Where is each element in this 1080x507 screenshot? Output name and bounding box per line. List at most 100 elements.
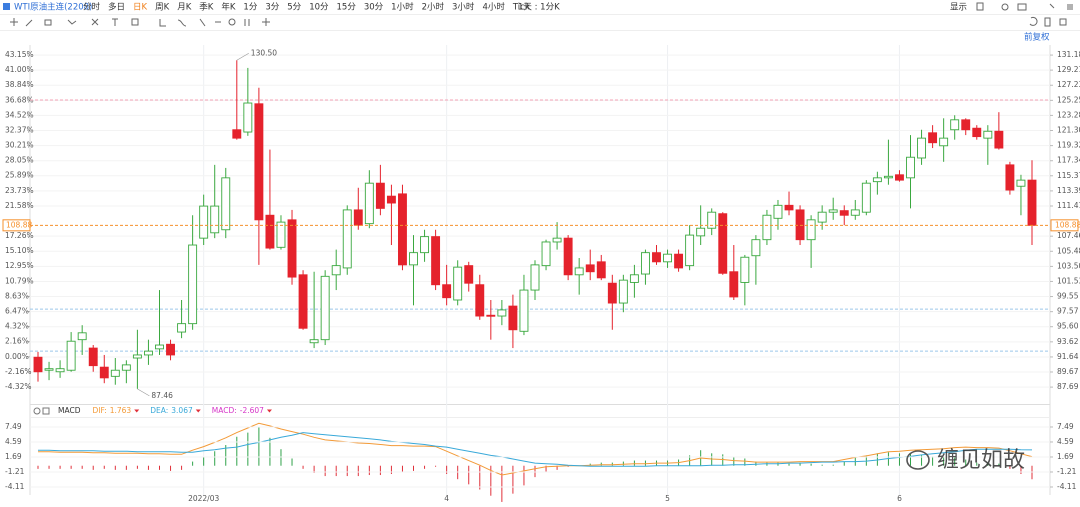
current-price-box bbox=[1050, 219, 1079, 232]
y-tick-label: 131.18 bbox=[1057, 50, 1080, 59]
candle-body bbox=[243, 102, 253, 133]
candle-body bbox=[762, 214, 772, 241]
y-tick-label: 125.25 bbox=[1057, 95, 1080, 104]
candle-body bbox=[99, 366, 109, 379]
legend-name: DEA: bbox=[150, 406, 168, 415]
period-tab[interactable]: 3小时 bbox=[452, 2, 475, 13]
period-tab[interactable]: 日K bbox=[133, 3, 148, 13]
candle-body bbox=[1005, 164, 1015, 191]
macd-line bbox=[38, 432, 1033, 467]
candle-body bbox=[309, 339, 319, 344]
candle-body bbox=[530, 264, 540, 291]
drawing-tools[interactable] bbox=[10, 2, 1073, 27]
symbol-icon bbox=[3, 3, 10, 10]
candle-body bbox=[574, 267, 584, 276]
candle-body bbox=[618, 279, 628, 304]
y-tick-label: 95.60 bbox=[1057, 322, 1079, 331]
candle-body bbox=[375, 182, 385, 209]
candle-body bbox=[850, 209, 860, 216]
y-tick-label: 103.50 bbox=[1057, 261, 1080, 270]
candle-body bbox=[972, 127, 982, 138]
period-tab[interactable]: 30分 bbox=[364, 3, 384, 13]
display-button[interactable]: 显示 bbox=[950, 3, 967, 13]
period-tab[interactable]: 4小时 bbox=[482, 2, 505, 13]
period-tab[interactable]: 3分 bbox=[265, 3, 279, 13]
candle-body bbox=[143, 350, 153, 356]
candle-body bbox=[806, 219, 816, 241]
y2-tick-label: 2.16% bbox=[5, 337, 29, 346]
legend-arrow bbox=[134, 409, 140, 413]
candle-body bbox=[110, 369, 120, 377]
candle-body bbox=[740, 256, 750, 283]
candle-body bbox=[221, 177, 231, 231]
symbol[interactable]: WTI原油主连(2208) bbox=[14, 2, 92, 13]
candle-body bbox=[983, 130, 993, 139]
candle-body bbox=[386, 195, 396, 204]
watermark-text: 缠见如故 bbox=[937, 448, 1025, 473]
y2-tick-label: 15.10% bbox=[5, 246, 34, 255]
y-tick-label: 129.21 bbox=[1057, 65, 1080, 74]
y-tick-label: 123.28 bbox=[1057, 110, 1080, 119]
candle-body bbox=[607, 282, 617, 304]
macd-tick-label: 7.49 bbox=[5, 422, 22, 431]
period-tab[interactable]: 周K bbox=[155, 3, 170, 13]
candle-body bbox=[188, 244, 198, 325]
y2-tick-label: -2.16% bbox=[5, 367, 32, 376]
candle-body bbox=[928, 132, 938, 144]
candle-body bbox=[917, 137, 927, 159]
legend-name: MACD: bbox=[212, 406, 237, 415]
period-tab[interactable]: 2小时 bbox=[422, 2, 445, 13]
candle-body bbox=[497, 309, 507, 317]
candle-body bbox=[364, 182, 374, 225]
settings-icon bbox=[42, 407, 50, 415]
candle-body bbox=[1016, 179, 1026, 187]
y-tick-label: 117.34 bbox=[1057, 156, 1080, 165]
annotation-leader bbox=[236, 53, 249, 61]
period-tab[interactable]: Tick bbox=[512, 3, 530, 13]
period-tab[interactable]: 分时 bbox=[83, 2, 101, 13]
y2-tick-label: 0.00% bbox=[5, 352, 29, 361]
period-tab[interactable]: 15分 bbox=[337, 3, 357, 13]
y2-tick-label: 34.52% bbox=[5, 110, 34, 119]
candle-body bbox=[77, 332, 87, 341]
candle-body bbox=[265, 214, 275, 249]
y2-tick-label: 30.21% bbox=[5, 140, 34, 149]
macd-tick-label: -1.21 bbox=[5, 467, 25, 476]
period-tab[interactable]: 年K bbox=[221, 2, 236, 13]
y2-tick-label: 25.89% bbox=[5, 171, 34, 180]
candle-body bbox=[33, 356, 43, 373]
y-tick-label: 93.62 bbox=[1057, 337, 1079, 346]
candle-body bbox=[342, 209, 352, 269]
candle-body bbox=[729, 271, 739, 298]
range-select[interactable]: 1天 : 1分K bbox=[518, 3, 560, 13]
candle-body bbox=[596, 261, 606, 279]
y2-tick-label: 28.05% bbox=[5, 156, 34, 165]
legend-arrow bbox=[195, 409, 201, 413]
candle-body bbox=[828, 209, 838, 213]
period-tab[interactable]: 1分 bbox=[243, 3, 257, 13]
macd-tick-label: 4.59 bbox=[1057, 437, 1074, 446]
period-tab[interactable]: 1小时 bbox=[391, 2, 414, 13]
y-tick-label: 89.67 bbox=[1057, 367, 1079, 376]
y2-tick-label: 41.00% bbox=[5, 65, 34, 74]
y-tick-label: 113.39 bbox=[1057, 186, 1080, 195]
y-tick-label: 107.46 bbox=[1057, 231, 1080, 240]
candle-body bbox=[44, 368, 54, 371]
candle-body bbox=[629, 274, 639, 283]
period-tab[interactable]: 月K bbox=[177, 3, 192, 13]
candle-body bbox=[232, 129, 242, 139]
current-price-label: 108.88 bbox=[6, 220, 32, 229]
candle-body bbox=[66, 340, 76, 371]
candle-body bbox=[961, 119, 971, 131]
y2-tick-label: 23.73% bbox=[5, 186, 34, 195]
adjust-button[interactable]: 前复权 bbox=[1024, 32, 1050, 43]
candle-body bbox=[872, 177, 882, 183]
candle-body bbox=[298, 274, 308, 329]
period-tab[interactable]: 10分 bbox=[309, 3, 329, 13]
y-tick-label: 97.57 bbox=[1057, 307, 1079, 316]
period-tab[interactable]: 季K bbox=[199, 2, 214, 13]
period-tab[interactable]: 5分 bbox=[287, 3, 301, 13]
candle-body bbox=[442, 284, 452, 299]
period-tab[interactable]: 多日 bbox=[108, 2, 125, 13]
candle-body bbox=[541, 241, 551, 267]
